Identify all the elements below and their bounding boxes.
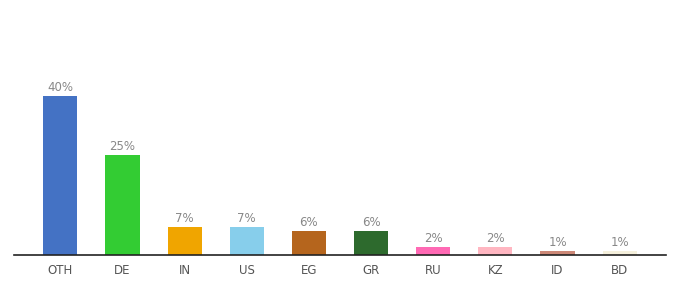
Bar <box>541 251 575 255</box>
Text: 40%: 40% <box>48 81 73 94</box>
Bar <box>416 247 450 255</box>
Text: 2%: 2% <box>424 232 443 245</box>
Text: 1%: 1% <box>548 236 567 249</box>
Bar <box>602 251 636 255</box>
Bar <box>167 227 202 255</box>
Text: 25%: 25% <box>109 140 135 154</box>
Text: 2%: 2% <box>486 232 505 245</box>
Bar <box>292 231 326 255</box>
Bar <box>354 231 388 255</box>
Bar <box>105 155 139 255</box>
Bar <box>478 247 513 255</box>
Text: 6%: 6% <box>300 216 318 229</box>
Text: 1%: 1% <box>611 236 629 249</box>
Text: 7%: 7% <box>175 212 194 225</box>
Bar <box>230 227 264 255</box>
Bar <box>44 96 78 255</box>
Text: 6%: 6% <box>362 216 380 229</box>
Text: 7%: 7% <box>237 212 256 225</box>
